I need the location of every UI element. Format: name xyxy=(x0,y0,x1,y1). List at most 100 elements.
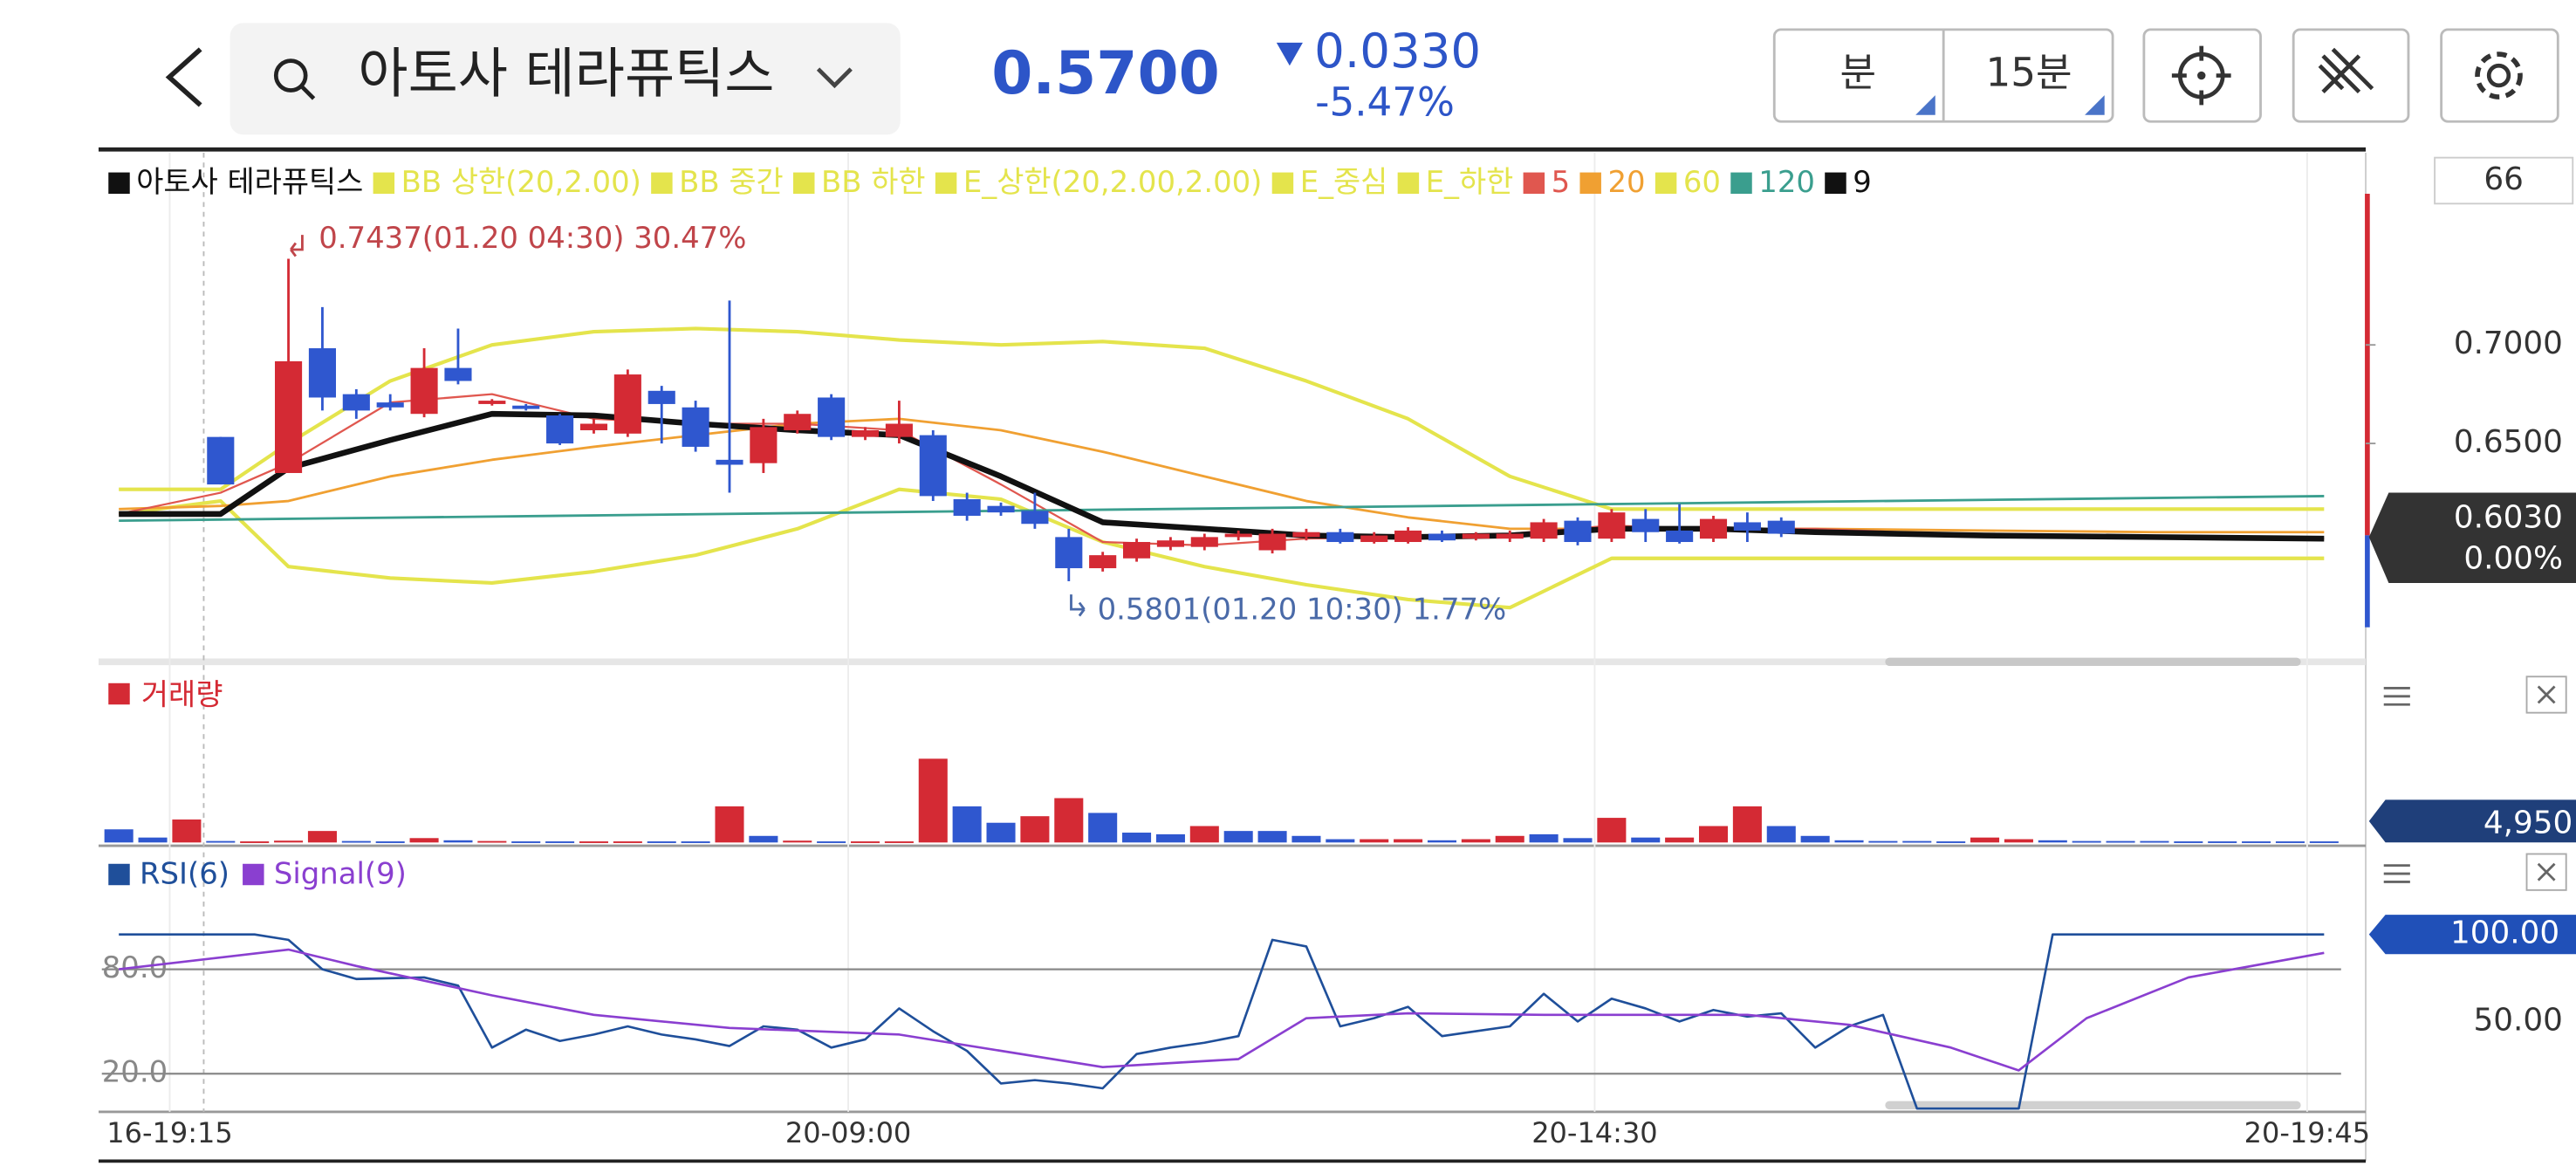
legend-swatch xyxy=(1825,172,1846,195)
volume-bar xyxy=(2004,839,2033,843)
candle-body xyxy=(1394,530,1422,543)
legend-swatch xyxy=(793,172,815,195)
legend-label: E_중심 xyxy=(1300,165,1388,199)
back-button[interactable] xyxy=(165,47,202,107)
candle-body xyxy=(818,397,846,437)
volume-bar xyxy=(2174,841,2203,843)
volume-bar xyxy=(443,840,473,843)
dropdown-icon[interactable] xyxy=(816,67,853,89)
draw-off-button[interactable] xyxy=(2292,28,2410,123)
candle-body xyxy=(919,435,947,497)
candle-body xyxy=(1021,511,1049,525)
candle-body xyxy=(207,436,235,485)
y-tick-label: 0.7000 xyxy=(2454,326,2563,361)
candle-body xyxy=(1733,522,1761,531)
volume-bar xyxy=(104,829,134,843)
volume-bar xyxy=(545,841,575,843)
x-tick-label: 20-14:30 xyxy=(1531,1116,1657,1149)
volume-bar xyxy=(1122,833,1152,843)
candle-body xyxy=(647,390,675,404)
settings-icon xyxy=(2475,51,2523,99)
y-tick-label: 0.6500 xyxy=(2454,424,2563,460)
candle-body xyxy=(308,348,336,398)
candle-body xyxy=(851,429,880,437)
price-change: 0.0330 xyxy=(1314,23,1481,79)
settings-button[interactable] xyxy=(2440,28,2559,123)
rsi-marker-label: 100.00 xyxy=(2450,916,2559,951)
interval-value[interactable]: 15분 xyxy=(1986,50,2072,96)
volume-bar xyxy=(1563,838,1593,843)
volume-bar xyxy=(613,841,642,843)
candle-body xyxy=(953,499,981,516)
candle-body xyxy=(1767,520,1795,534)
volume-bar xyxy=(681,841,710,843)
candle-body xyxy=(1292,532,1320,538)
candle-body xyxy=(750,427,778,463)
candle-body xyxy=(1224,533,1252,538)
volume-bar xyxy=(1394,839,1423,843)
candle-body xyxy=(1089,555,1117,569)
candle-body xyxy=(1360,535,1388,543)
current-change-label: 0.00% xyxy=(2463,541,2563,577)
candle-body xyxy=(1462,533,1490,539)
volume-bar xyxy=(2038,840,2067,843)
volume-bar xyxy=(1665,837,1695,843)
stock-name: 아토사 테라퓨틱스 xyxy=(358,42,774,106)
volume-bar xyxy=(172,819,202,843)
legend-label: E_하한 xyxy=(1426,165,1514,199)
legend-swatch xyxy=(1579,172,1601,195)
volume-bar xyxy=(409,838,439,843)
volume-bar xyxy=(783,840,812,843)
rsi-marker xyxy=(2368,915,2576,955)
candle-body xyxy=(682,407,709,447)
volume-bar xyxy=(1495,835,1524,843)
volume-bar xyxy=(1427,840,1456,843)
corner-mark xyxy=(2085,95,2105,115)
volume-bar xyxy=(1291,835,1321,843)
interval-unit[interactable]: 분 xyxy=(1840,50,1877,96)
search-box[interactable] xyxy=(230,23,901,135)
down-triangle xyxy=(1276,42,1303,66)
volume-bar xyxy=(2275,841,2305,843)
candle-body xyxy=(512,405,540,409)
candle-body xyxy=(1632,518,1660,532)
legend-label: BB 상한(20,2.00) xyxy=(401,165,641,199)
candle-body xyxy=(546,415,574,444)
volume-bar xyxy=(850,841,880,843)
volume-bar xyxy=(1631,837,1661,843)
indicator-line xyxy=(119,410,2325,542)
legend-label: Signal(9) xyxy=(274,856,407,890)
count-badge-text: 66 xyxy=(2484,161,2524,197)
volume-bar xyxy=(138,837,168,843)
volume-bar xyxy=(1970,837,2000,843)
volume-bar xyxy=(884,841,914,843)
legend-label: RSI(6) xyxy=(140,856,230,890)
volume-marker xyxy=(2368,799,2576,843)
volume-bar xyxy=(1766,826,1796,843)
search-icon xyxy=(273,58,308,93)
candle-body xyxy=(478,401,506,404)
menu-icon[interactable] xyxy=(2383,864,2410,883)
volume-bar xyxy=(1088,813,1118,843)
close-icon xyxy=(2537,685,2556,704)
volume-bar xyxy=(274,840,304,843)
indicator-line xyxy=(119,948,2325,1072)
crosshair-icon xyxy=(2171,45,2231,106)
legend-label: BB 중간 xyxy=(679,165,784,199)
legend-swatch xyxy=(935,172,957,195)
volume-bar xyxy=(1800,835,1830,843)
candle-body xyxy=(444,367,472,381)
volume-bar xyxy=(1698,826,1729,843)
current-price: 0.5700 xyxy=(991,38,1220,107)
settings-icon xyxy=(2486,63,2511,88)
menu-icon[interactable] xyxy=(2383,687,2410,706)
volume-bar xyxy=(817,841,846,843)
candle-body xyxy=(716,459,743,465)
volume-title: 거래량 xyxy=(141,677,223,711)
volume-bar xyxy=(1732,806,1762,843)
volume-bar xyxy=(715,806,744,843)
volume-bar xyxy=(918,758,948,843)
x-tick-label: 20-19:45 xyxy=(2244,1116,2370,1149)
legend-swatch xyxy=(1271,172,1294,195)
volume-bar xyxy=(579,841,609,843)
